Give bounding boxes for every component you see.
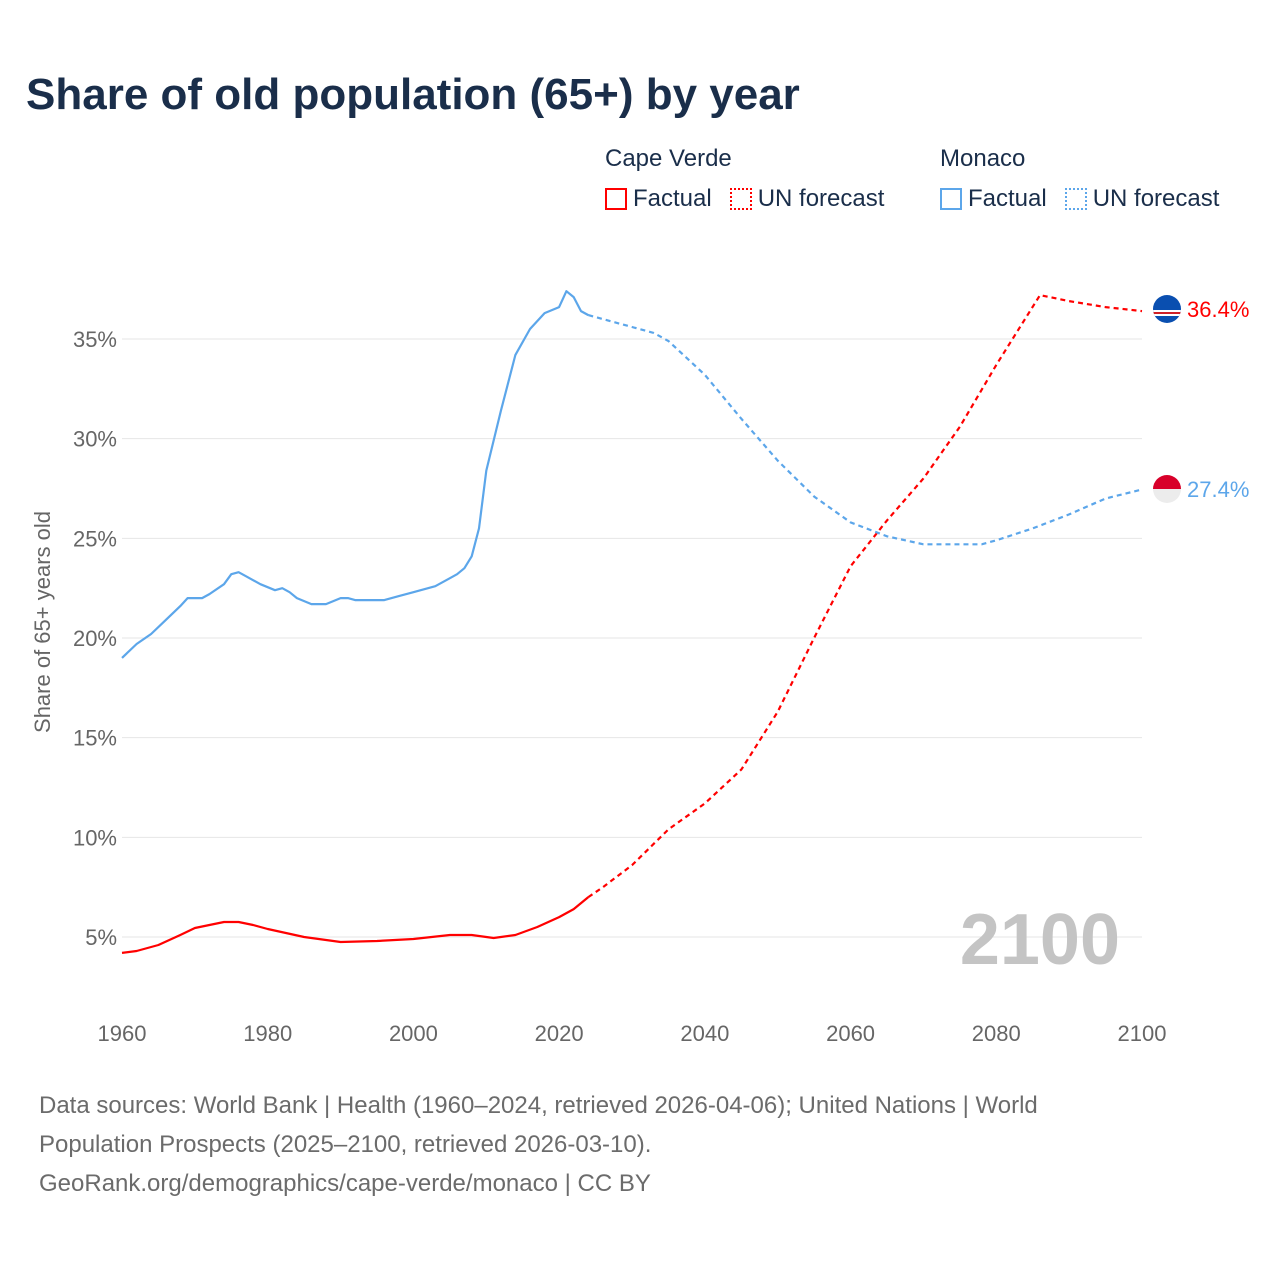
- y-tick-label: 20%: [73, 626, 117, 651]
- year-watermark: 2100: [960, 900, 1120, 980]
- legend-label: UN forecast: [1092, 185, 1220, 212]
- solid-swatch-icon: [940, 188, 962, 210]
- y-tick-label: 25%: [73, 526, 117, 551]
- x-tick-label: 2100: [1118, 1021, 1167, 1046]
- solid-swatch-icon: [605, 188, 627, 210]
- y-tick-label: 30%: [73, 427, 117, 452]
- legend-group-title: Cape Verde: [605, 145, 732, 172]
- monaco-flag-icon: [1153, 475, 1181, 503]
- monaco-end-label: 27.4%: [1187, 477, 1249, 502]
- chart-title: Share of old population (65+) by year: [26, 70, 800, 119]
- line-chart: 5% 10% 15% 20% 25% 30% 35% 1960 1980 2000 2020 2040…: [30, 290, 1249, 1046]
- x-tick-label: 1960: [98, 1021, 147, 1046]
- legend-item-monaco-factual[interactable]: Factual: [940, 185, 1047, 213]
- cape-verde-factual-line: [121, 896, 589, 954]
- monaco-factual-line: [121, 290, 589, 659]
- y-tick-label: 10%: [73, 825, 117, 850]
- x-tick-label: 2080: [972, 1021, 1021, 1046]
- x-tick-label: 2040: [680, 1021, 729, 1046]
- data-sources-line1: Data sources: World Bank | Health (1960–…: [39, 1092, 1038, 1119]
- y-axis-label: Share of 65+ years old: [30, 511, 55, 733]
- cape-verde-flag-icon: [1153, 295, 1181, 323]
- legend-label: Factual: [968, 185, 1047, 212]
- legend-monaco: Monaco Factual UN forecast: [940, 145, 1219, 213]
- y-tick-label: 15%: [73, 726, 117, 751]
- legend-item-cape-verde-forecast[interactable]: UN forecast: [729, 185, 885, 213]
- cape-verde-forecast-line: [587, 293, 1143, 899]
- x-tick-label: 1980: [243, 1021, 292, 1046]
- dotted-swatch-icon: [729, 188, 752, 210]
- source-url[interactable]: GeoRank.org/demographics/cape-verde/mona…: [39, 1170, 651, 1197]
- data-sources-line2: Population Prospects (2025–2100, retriev…: [39, 1131, 652, 1158]
- dotted-swatch-icon: [1064, 188, 1087, 210]
- cape-verde-end-label: 36.4%: [1187, 297, 1249, 322]
- legend-item-cape-verde-factual[interactable]: Factual: [605, 185, 712, 213]
- y-tick-label: 5%: [85, 925, 117, 950]
- monaco-forecast-line: [588, 314, 1143, 546]
- x-tick-label: 2020: [535, 1021, 584, 1046]
- y-tick-label: 35%: [73, 327, 117, 352]
- x-tick-label: 2000: [389, 1021, 438, 1046]
- legend-label: Factual: [633, 185, 712, 212]
- legend-group-title: Monaco: [940, 145, 1026, 172]
- footer: Data sources: World Bank | Health (1960–…: [39, 1086, 1219, 1203]
- legend-item-monaco-forecast[interactable]: UN forecast: [1064, 185, 1220, 213]
- legend-label: UN forecast: [757, 185, 885, 212]
- legend-cape-verde: Cape Verde Factual UN forecast: [605, 145, 884, 213]
- x-tick-label: 2060: [826, 1021, 875, 1046]
